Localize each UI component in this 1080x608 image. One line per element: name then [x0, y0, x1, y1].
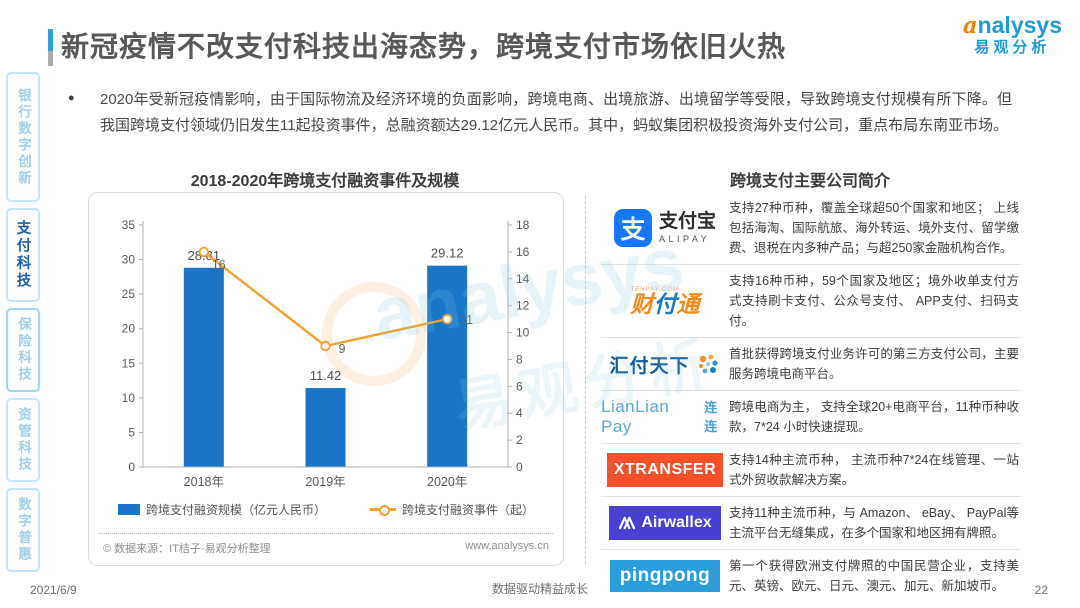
logo-swoosh-icon: a: [962, 12, 978, 39]
footer-slogan: 数据驱动精益成长: [491, 582, 588, 596]
analysys-logo: analysys 易观分析: [962, 12, 1062, 57]
svg-text:11.42: 11.42: [310, 368, 342, 383]
svg-text:5: 5: [128, 425, 135, 439]
analysys-logo-en: analysys: [962, 12, 1062, 39]
footer-date: 2021/6/9: [30, 583, 77, 597]
tenpay-logo: TENPAY.COM 财付通: [630, 286, 700, 317]
companies-table: 支 支付宝 ALIPAY 支持27种币种，覆盖全球超50个国家和地区； 上线包括…: [601, 192, 1021, 602]
company-description: 支持14种主流币种， 主流币种7*24在线管理、一站式外贸收款解决方案。: [729, 453, 1019, 487]
svg-text:35: 35: [122, 218, 136, 232]
chart-panel: 28.8111.4229.121691105101520253035024681…: [88, 192, 564, 566]
lianlian-logo-text: LianLian Pay: [601, 397, 670, 436]
svg-text:29.12: 29.12: [431, 246, 464, 261]
company-description: 支持11种主流币种，与 Amazon、 eBay、 PayPal等主流平台无缝集…: [729, 506, 1019, 540]
svg-text:9: 9: [339, 342, 346, 356]
sidebar-item-payment-tech[interactable]: 支付科技: [6, 208, 40, 302]
company-description: 第一个获得欧洲支付牌照的中国民营企业，支持美元、英镑、欧元、日元、澳元、加元、新…: [729, 559, 1019, 593]
lianlian-logo: LianLian Pay 连连: [601, 397, 729, 437]
funding-bar-line-chart: 28.8111.4229.121691105101520253035024681…: [122, 218, 530, 489]
airwallex-mark-icon: [619, 516, 636, 530]
alipay-icon: 支: [613, 209, 652, 247]
sidebar-item-banking-digital-innovation[interactable]: 银行数字创新: [6, 72, 40, 202]
svg-text:16: 16: [212, 258, 226, 272]
table-row-lianlian: LianLian Pay 连连 跨境电商为主， 支持全球20+电商平台，11种币…: [601, 391, 1021, 444]
table-row-xtransfer: XTRANSFER 支持14种主流币种， 主流币种7*24在线管理、一站式外贸收…: [601, 444, 1021, 497]
huifu-logo: 汇付天下: [609, 351, 720, 378]
svg-text:14: 14: [516, 272, 530, 286]
title-accent-bar: [48, 29, 53, 66]
line-legend-swatch: [370, 505, 396, 516]
vertical-divider: [585, 196, 586, 564]
svg-text:10: 10: [516, 326, 530, 340]
svg-text:2: 2: [516, 433, 523, 447]
airwallex-logo: Airwallex: [609, 506, 721, 540]
chart-legend: 跨境支付融资规模（亿元人民币） 跨境支付融资事件（起）: [89, 501, 563, 518]
alipay-logo-en: ALIPAY: [658, 234, 711, 244]
line-legend-label: 跨境支付融资事件（起）: [402, 503, 535, 517]
svg-text:2020年: 2020年: [427, 475, 467, 489]
pingpong-logo: pingpong: [609, 560, 721, 592]
sidebar-item-insurance-tech[interactable]: 保险科技: [6, 308, 40, 392]
alipay-logo: 支 支付宝 ALIPAY: [613, 209, 716, 247]
table-row-tenpay: TENPAY.COM 财付通 支持16种币种，59个国家及地区；境外收单支付方式…: [601, 265, 1021, 338]
svg-text:10: 10: [122, 391, 136, 405]
svg-text:15: 15: [122, 356, 136, 370]
page-number: 22: [1034, 583, 1048, 597]
summary-paragraph: 2020年受新冠疫情影响，由于国际物流及经济环境的负面影响，跨境电商、出境旅游、…: [100, 91, 1012, 134]
bar-legend-label: 跨境支付融资规模（亿元人民币）: [145, 503, 326, 517]
table-row-pingpong: pingpong 第一个获得欧洲支付牌照的中国民营企业，支持美元、英镑、欧元、日…: [601, 550, 1021, 602]
svg-text:12: 12: [516, 299, 530, 313]
data-source: © 数据来源：IT桔子·易观分析整理: [103, 543, 271, 555]
chart-title: 2018-2020年跨境支付融资事件及规模: [190, 173, 460, 190]
page-title: 新冠疫情不改支付科技出海态势，跨境支付市场依旧火热: [61, 31, 787, 62]
svg-text:20: 20: [122, 322, 136, 336]
svg-text:30: 30: [122, 253, 136, 267]
sidebar-item-digital-inclusion[interactable]: 数字普惠: [6, 488, 40, 572]
legend-item-line: 跨境支付融资事件（起）: [370, 501, 534, 518]
svg-text:16: 16: [516, 245, 530, 259]
bar-legend-swatch: [117, 504, 140, 515]
analysys-website-link[interactable]: www.analysys.cn: [465, 540, 549, 552]
company-description: 支持16种币种，59个国家及地区；境外收单支付方式支持刷卡支付、公众号支付、 A…: [729, 274, 1019, 328]
table-row-airwallex: Airwallex 支持11种主流币种，与 Amazon、 eBay、 PayP…: [601, 497, 1021, 550]
companies-title: 跨境支付主要公司简介: [729, 173, 890, 190]
sidebar-item-asset-mgmt-tech[interactable]: 资管科技: [6, 398, 40, 482]
sidebar: 银行数字创新 支付科技 保险科技 资管科技 数字普惠: [6, 72, 42, 578]
svg-text:4: 4: [516, 406, 523, 420]
legend-item-bar: 跨境支付融资规模（亿元人民币）: [117, 501, 326, 518]
svg-text:2019年: 2019年: [305, 475, 345, 489]
xtransfer-logo: XTRANSFER: [606, 453, 724, 487]
chart-footer-divider: [99, 533, 553, 534]
company-description: 跨境电商为主， 支持全球20+电商平台，11种币种收款，7*24 小时快速提现。: [729, 400, 1019, 434]
svg-text:8: 8: [516, 352, 523, 366]
svg-text:25: 25: [122, 287, 136, 301]
company-description: 支持27种币种，覆盖全球超50个国家和地区； 上线包括海淘、国际航旅、海外转运、…: [729, 201, 1019, 255]
table-row-alipay: 支 支付宝 ALIPAY 支持27种币种，覆盖全球超50个国家和地区； 上线包括…: [601, 192, 1021, 265]
tenpay-logo-sub: TENPAY.COM: [630, 286, 679, 293]
bullet-marker: ●: [68, 92, 75, 104]
analysys-logo-cn: 易观分析: [974, 39, 1051, 57]
company-description: 首批获得跨境支付业务许可的第三方支付公司，主要服务跨境电商平台。: [729, 347, 1019, 381]
huifu-logo-text: 汇付天下: [609, 355, 690, 377]
svg-text:0: 0: [516, 460, 523, 474]
svg-text:11: 11: [460, 313, 473, 327]
svg-text:18: 18: [516, 218, 530, 232]
chart-source-row: © 数据来源：IT桔子·易观分析整理 www.analysys.cn: [103, 540, 549, 556]
svg-text:2018年: 2018年: [184, 475, 224, 489]
svg-text:0: 0: [128, 460, 135, 474]
huifu-pinwheel-icon: [698, 354, 718, 374]
table-row-huifu: 汇付天下 首批获得跨境支付业务许可的第三方支付公司，主要服务跨境电商平台。: [601, 338, 1021, 391]
alipay-logo-cn: 支付宝: [658, 211, 716, 232]
lianlian-logo-badge: 连连: [704, 400, 718, 434]
svg-text:6: 6: [516, 379, 523, 393]
